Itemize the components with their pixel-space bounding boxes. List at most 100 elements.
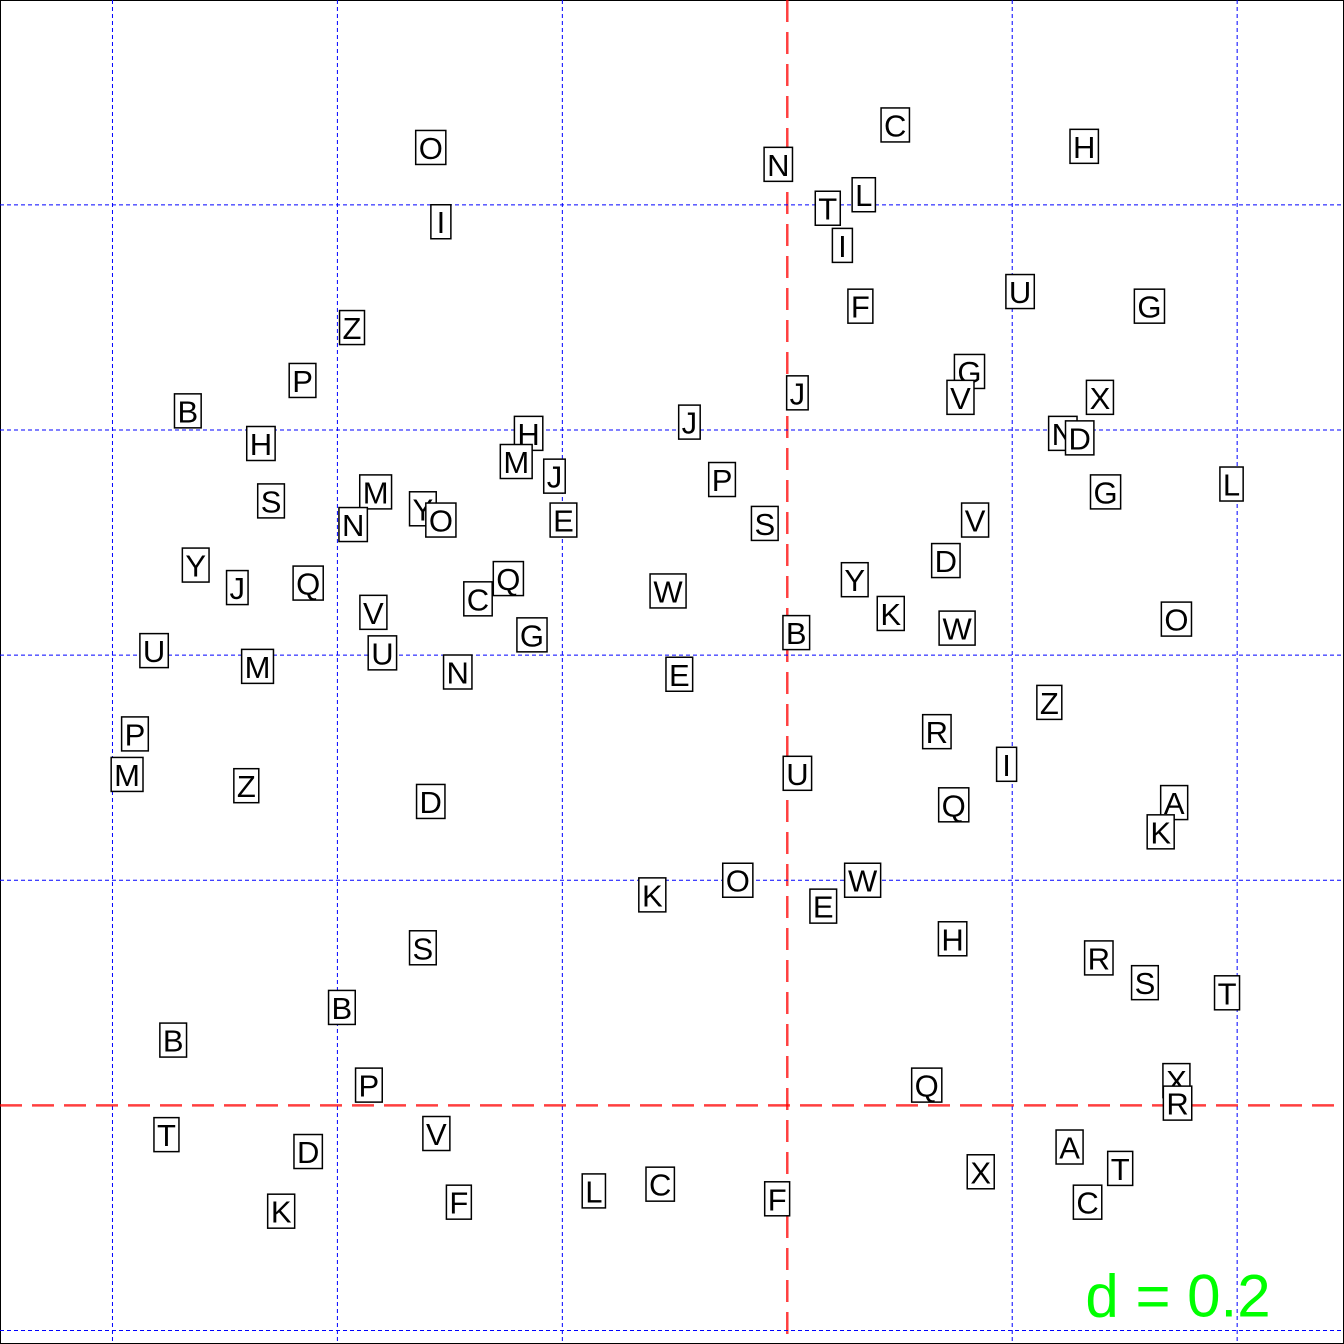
point-label: E [553, 504, 574, 539]
point-box [338, 506, 369, 543]
point-label: H [1073, 130, 1095, 165]
point-label: V [950, 381, 971, 416]
point-label: K [1150, 815, 1171, 850]
point-box [422, 1115, 451, 1152]
point-label: W [848, 864, 878, 899]
point-label: T [818, 192, 837, 227]
point-box [414, 129, 447, 166]
point-box [293, 1133, 324, 1170]
point-box [245, 425, 276, 462]
point-label: K [271, 1195, 292, 1230]
point-box [1219, 466, 1244, 502]
point-box [225, 569, 249, 606]
point-label: I [1002, 748, 1011, 783]
point-box [492, 560, 525, 597]
point-label: T [157, 1118, 176, 1153]
point-box [638, 877, 667, 913]
point-box [1146, 814, 1175, 850]
point-box [442, 654, 473, 690]
point-box [880, 107, 911, 143]
point-box [938, 610, 976, 646]
point-box [408, 930, 437, 966]
point-box [463, 581, 493, 617]
point-label: S [413, 931, 434, 966]
point-label: M [503, 445, 529, 480]
point-box [707, 461, 737, 498]
point-box [327, 989, 356, 1026]
point-box [581, 1173, 607, 1209]
point-box [1036, 684, 1063, 721]
point-label: L [585, 1174, 602, 1209]
point-box [966, 1154, 995, 1190]
point-label: I [437, 205, 446, 240]
point-label: S [1135, 966, 1156, 1001]
point-label: E [669, 658, 690, 693]
point-box [946, 379, 975, 416]
point-label: R [1088, 941, 1110, 976]
point-label: G [1094, 475, 1118, 510]
point-label: H [517, 417, 539, 452]
point-label: O [419, 131, 443, 166]
point-label: K [642, 878, 663, 913]
point-box [430, 203, 452, 240]
point-label: V [965, 504, 986, 539]
point-box [1072, 1184, 1103, 1220]
point-label: X [970, 1155, 991, 1190]
point-label: E [813, 890, 834, 925]
point-label: O [429, 504, 453, 539]
point-label: C [884, 108, 906, 143]
point-box [937, 921, 968, 957]
point-label: Z [343, 311, 362, 346]
point-label: Q [496, 562, 520, 597]
point-label: C [467, 582, 489, 617]
point-label: J [790, 376, 806, 411]
point-box [1130, 964, 1160, 1001]
point-label: V [363, 596, 384, 631]
point-box [499, 443, 533, 480]
point-label: A [1059, 1131, 1080, 1166]
point-box [256, 483, 286, 519]
point-box [995, 746, 1018, 783]
point-box [1160, 601, 1193, 637]
point-box [677, 404, 701, 440]
point-label: D [1069, 421, 1091, 456]
point-label: K [880, 597, 901, 632]
point-box [1069, 128, 1100, 165]
point-box [358, 474, 393, 510]
point-box [847, 288, 874, 324]
point-box [354, 1067, 383, 1103]
point-label: A [1164, 786, 1185, 821]
point-label: G [520, 618, 544, 653]
point-box [645, 1166, 676, 1202]
point-label: S [754, 507, 775, 542]
point-label: Q [296, 567, 320, 602]
point-box [750, 505, 779, 542]
point-box [139, 632, 170, 669]
point-label: B [177, 394, 198, 429]
point-box [445, 1184, 473, 1220]
point-box [763, 146, 794, 183]
point-label: T [1218, 976, 1237, 1011]
point-label: R [1166, 1087, 1188, 1122]
point-label: P [359, 1069, 380, 1104]
point-box [233, 767, 260, 804]
point-label: J [682, 406, 698, 441]
point-label: F [449, 1186, 468, 1221]
point-box [1055, 1129, 1084, 1165]
point-label: J [230, 571, 246, 606]
point-label: M [114, 758, 140, 793]
point-box [960, 502, 990, 538]
point-box [721, 862, 754, 898]
point-label: T [1111, 1152, 1130, 1187]
point-box [1106, 1150, 1134, 1187]
point-label: D [935, 544, 957, 579]
point-label: U [143, 634, 165, 669]
point-box [1064, 420, 1095, 456]
point-box [367, 635, 398, 671]
point-box [1213, 975, 1241, 1011]
point-box [1089, 474, 1122, 510]
point-box [665, 656, 694, 693]
point-label: I [838, 229, 847, 264]
